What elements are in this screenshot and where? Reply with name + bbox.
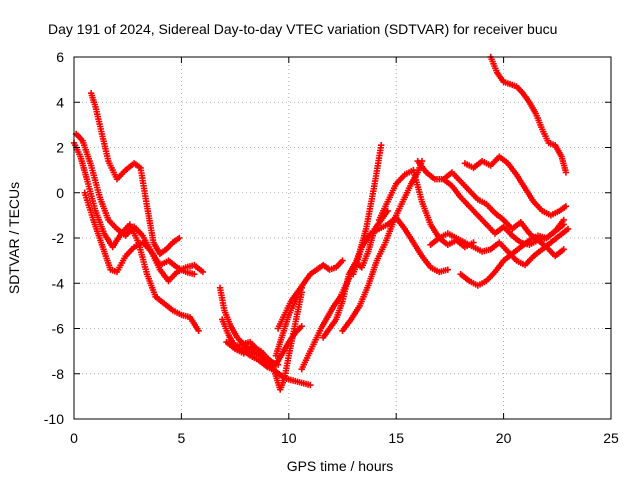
plus-markers <box>461 153 570 219</box>
y-tick-label: 6 <box>56 49 64 65</box>
x-tick-label: 15 <box>388 430 404 446</box>
series-sat-k <box>298 142 385 373</box>
y-tick-label: -4 <box>52 275 65 291</box>
y-tick-label: 0 <box>56 185 64 201</box>
series-sat-l <box>319 207 391 341</box>
plus-markers <box>350 214 451 278</box>
chart-title: Day 191 of 2024, Sidereal Day-to-day VTE… <box>48 21 557 37</box>
series-sat-d <box>81 189 198 278</box>
series-sat-c <box>87 90 183 257</box>
chart-title-group: Day 191 of 2024, Sidereal Day-to-day VTE… <box>48 21 557 37</box>
plus-markers <box>87 90 183 257</box>
plus-markers <box>440 169 567 244</box>
plus-markers <box>457 216 567 289</box>
plus-markers <box>81 189 198 278</box>
axis-ticks <box>73 56 612 420</box>
x-tick-label: 0 <box>70 430 78 446</box>
x-tick-labels: 0 5 10 15 20 25 <box>70 430 619 446</box>
series-sat-a <box>70 139 202 334</box>
x-tick-label: 5 <box>178 430 186 446</box>
y-tick-labels: -10 -8 -6 -4 -2 0 2 4 6 <box>44 49 64 427</box>
series-sat-q <box>440 169 567 244</box>
y-tick-label: -10 <box>44 411 64 427</box>
x-axis-title: GPS time / hours <box>287 458 394 474</box>
series-sat-m <box>339 157 426 334</box>
x-tick-label: 10 <box>281 430 297 446</box>
plus-markers <box>72 130 207 285</box>
data-points <box>70 53 572 393</box>
y-tick-label: -2 <box>52 230 65 246</box>
y-tick-label: 4 <box>56 94 64 110</box>
x-tick-label: 20 <box>496 430 512 446</box>
y-axis-title: SDTVAR / TECUs <box>6 182 22 294</box>
series-sat-h <box>229 289 305 393</box>
plus-markers <box>274 257 346 332</box>
series-sat-p <box>414 157 567 260</box>
series-sat-j <box>274 257 346 332</box>
plus-markers <box>339 157 426 334</box>
series-sat-t <box>461 153 570 219</box>
y-tick-label: -8 <box>52 366 65 382</box>
plus-markers <box>229 289 305 393</box>
series-sat-n <box>350 214 451 278</box>
y-tick-label: -6 <box>52 321 65 337</box>
series-sat-s <box>457 216 567 289</box>
plus-markers <box>298 142 385 373</box>
series-sat-b <box>72 130 207 285</box>
y-tick-label: 2 <box>56 140 64 156</box>
x-tick-label: 25 <box>603 430 619 446</box>
plus-markers <box>414 157 567 260</box>
plus-markers <box>70 139 202 334</box>
plus-markers <box>319 207 391 341</box>
